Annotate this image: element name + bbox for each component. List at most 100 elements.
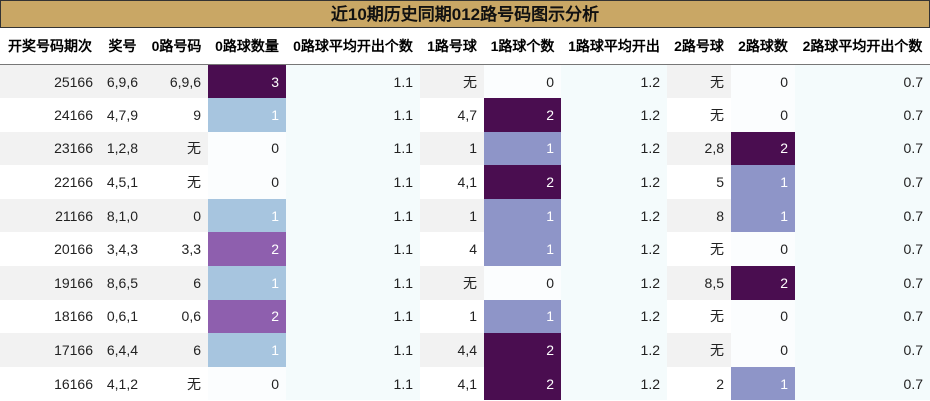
table-cell: 25166: [0, 64, 100, 99]
table-row: 19166 8,6,5 6 1 1.1 无 0 1.2 8,5 2 0.7: [0, 266, 930, 300]
table-cell: 6,9,6: [145, 64, 208, 99]
table-cell: 2: [208, 299, 286, 334]
table-cell: 1.2: [561, 64, 667, 99]
table-cell: 4,1: [457, 174, 477, 191]
table-cell: 4,5,1: [106, 174, 138, 191]
table-cell: 4,1: [457, 375, 477, 392]
table-cell: 1: [420, 131, 484, 166]
table-cell: 1.1: [286, 232, 420, 267]
table-cell: 1.2: [561, 299, 667, 334]
table-cell: 0: [208, 131, 286, 166]
table-cell: 1.1: [286, 98, 420, 132]
table-cell: 1.1: [286, 366, 420, 401]
table-cell: 0.7: [795, 165, 930, 199]
table-cell: 1.2: [561, 232, 667, 267]
table-row: 23166 1,2,8 无 0 1.1 1 1 1.2 2,8 2 0.7: [0, 131, 930, 166]
table-row: 16166 4,1,2 无 0 1.1 4,1 2 1.2 2 1 0.7: [0, 366, 930, 401]
table-cell: 6: [145, 333, 208, 367]
table-cell: 1.2: [561, 165, 667, 199]
table-row: 22166 4,5,1 无 0 1.1 4,1 2 1.2 5 1 0.7: [0, 165, 930, 199]
table-cell: 2: [484, 333, 561, 367]
table-cell: 无: [187, 174, 201, 191]
table-cell: 1.1: [286, 333, 420, 367]
column-header: 2路号球: [667, 28, 731, 65]
table-cell: 23166: [0, 131, 100, 166]
table-cell: 2: [484, 98, 561, 132]
table-cell: 1: [420, 198, 484, 233]
table-cell: 0: [484, 64, 561, 99]
table-cell: 0,6: [181, 308, 201, 325]
table-cell: 22166: [54, 174, 93, 191]
table-cell: 0,6,1: [106, 308, 138, 325]
table-cell: 6,4,4: [100, 333, 145, 367]
table-cell: 2: [208, 232, 286, 267]
table-row: 25166 6,9,6 6,9,6 3 1.1 无 0 1.2 无 0 0.7: [0, 64, 930, 99]
header-row: 开奖号码期次 奖号 0路号码 0路球数量 0路球平均开出个数 1路号球 1路球个数 1路球平均…: [0, 28, 930, 65]
column-header: 2路球数: [731, 28, 795, 65]
table-cell: 0: [731, 64, 795, 99]
table-cell: 0: [208, 366, 286, 401]
table-cell: 1: [484, 198, 561, 233]
table-cell: 0: [731, 333, 795, 367]
table-cell: 0.7: [795, 98, 930, 132]
table-cell: 无: [667, 333, 731, 367]
table-cell: 1: [208, 98, 286, 132]
table-cell: 1.2: [561, 266, 667, 300]
table-cell: 20166: [54, 241, 93, 258]
table-cell: 6: [145, 266, 208, 300]
table-cell: 0: [145, 198, 208, 233]
table-cell: 0: [731, 98, 795, 132]
table-cell: 2,8: [667, 131, 731, 166]
table-cell: 0: [208, 165, 286, 199]
table-cell: 1: [731, 165, 795, 199]
table-cell: 0.7: [795, 266, 930, 300]
table-cell: 0.7: [795, 366, 930, 401]
table-cell: 无: [710, 241, 724, 258]
table-cell: 1: [208, 266, 286, 300]
table-cell: 0.7: [795, 64, 930, 99]
table-cell: 无: [420, 266, 484, 300]
table-cell: 4,7,9: [106, 106, 138, 123]
column-header: 0路号码: [145, 28, 208, 65]
table-cell: 0.7: [795, 299, 930, 334]
table-cell: 0: [731, 299, 795, 334]
table-cell: 1.1: [286, 165, 420, 199]
table-cell: 8: [667, 198, 731, 233]
table-cell: 无: [145, 131, 208, 166]
column-header: 2路球平均开出个数: [795, 28, 930, 65]
table-cell: 0.7: [795, 131, 930, 166]
column-header: 1路号球: [420, 28, 484, 65]
table-cell: 0.7: [795, 198, 930, 233]
table-cell: 0: [484, 266, 561, 300]
table-row: 21166 8,1,0 0 1 1.1 1 1 1.2 8 1 0.7: [0, 198, 930, 233]
table-cell: 1,2,8: [100, 131, 145, 166]
table-cell: 1.2: [561, 198, 667, 233]
table-cell: 4: [469, 241, 477, 258]
table-cell: 2: [484, 165, 561, 199]
table-cell: 2: [731, 131, 795, 166]
table-cell: 3: [208, 64, 286, 99]
table-cell: 1: [208, 333, 286, 367]
data-table: 开奖号码期次 奖号 0路号码 0路球数量 0路球平均开出个数 1路号球 1路球个数 1路球平均…: [0, 28, 930, 401]
column-header: 开奖号码期次: [0, 28, 100, 65]
table-cell: 6,9,6: [100, 64, 145, 99]
table-cell: 4,7: [457, 106, 477, 123]
table-cell: 17166: [0, 333, 100, 367]
table-cell: 18166: [54, 308, 93, 325]
table-row: 20166 3,4,3 3,3 2 1.1 4 1 1.2 无 0 0.7: [0, 232, 930, 267]
column-header: 0路球数量: [208, 28, 286, 65]
table-cell: 19166: [0, 266, 100, 300]
table-cell: 5: [716, 174, 724, 191]
table-cell: 0.7: [795, 232, 930, 267]
table-body: 25166 6,9,6 6,9,6 3 1.1 无 0 1.2 无 0 0.7 24166 4,7,9 9…: [0, 64, 930, 401]
title-bar: 近10期历史同期012路号码图示分析: [0, 0, 930, 28]
column-header: 奖号: [100, 28, 145, 65]
table-cell: 1.1: [286, 266, 420, 300]
table-cell: 2: [731, 266, 795, 300]
column-header: 1路球平均开出: [561, 28, 667, 65]
table-cell: 无: [187, 375, 201, 392]
table-cell: 1: [484, 131, 561, 166]
table-cell: 4,1,2: [106, 375, 138, 392]
table-cell: 无: [710, 106, 724, 123]
